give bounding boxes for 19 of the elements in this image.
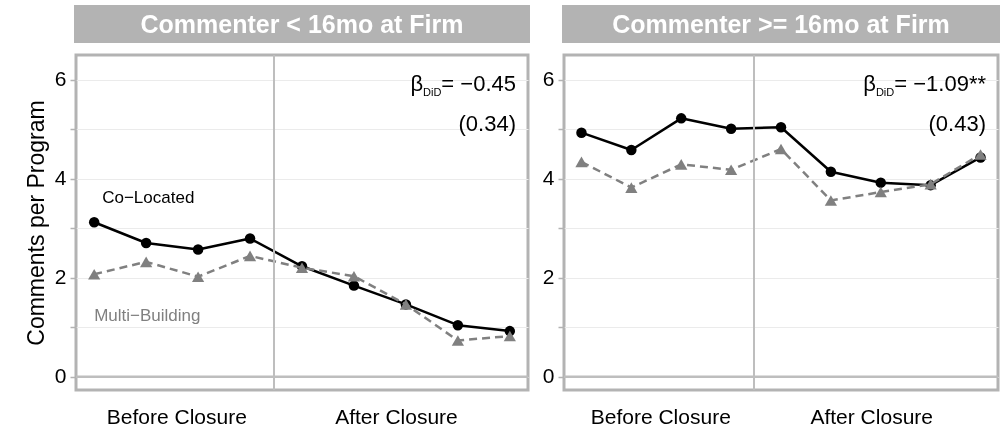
text: Before Closure: [590, 405, 731, 428]
y-tick-label: 4: [542, 166, 555, 190]
text: After Closure: [335, 405, 458, 428]
text: After Closure: [810, 405, 933, 428]
series-label: Multi−Building: [94, 306, 201, 326]
y-tick-label: 2: [54, 265, 67, 289]
text: Before Closure: [106, 405, 247, 428]
chart-title: Commenter >= 16mo at Firm: [562, 5, 1000, 43]
annotation: (0.34): [458, 111, 517, 136]
y-axis-title: Comments per Program: [22, 100, 49, 346]
series-label: Co−Located: [102, 188, 195, 208]
y-tick-label: 4: [54, 166, 67, 190]
y-tick-label: 0: [542, 364, 555, 388]
y-tick-label: 6: [542, 67, 555, 91]
y-tick-label: 6: [54, 67, 67, 91]
y-tick-label: 2: [542, 265, 555, 289]
chart-title: Commenter < 16mo at Firm: [74, 5, 530, 43]
y-tick-label: 0: [54, 364, 67, 388]
annotation: (0.43): [928, 111, 987, 136]
